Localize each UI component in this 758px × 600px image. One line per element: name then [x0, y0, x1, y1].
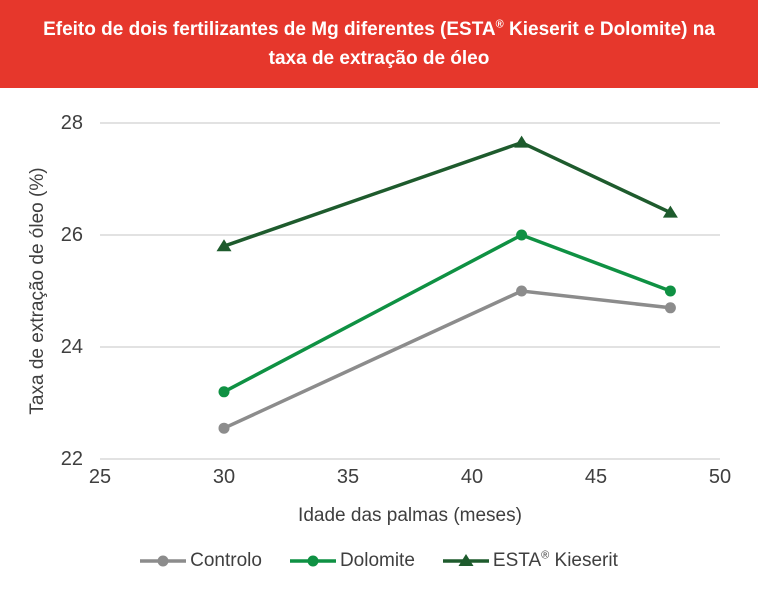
data-point-marker [664, 302, 676, 314]
x-tick-label: 35 [337, 466, 359, 488]
data-point-marker [216, 239, 232, 252]
legend: Controlo Dolomite ESTA® Kieserit [0, 550, 758, 572]
legend-marker-shape [458, 554, 474, 566]
title-banner: Efeito de dois fertilizantes de Mg difer… [0, 0, 758, 88]
legend-label-esta-kieserit: ESTA® Kieserit [492, 549, 618, 571]
data-point-marker [218, 422, 230, 434]
dolomite-line-circle-icon [289, 555, 336, 567]
legend-item-dolomite: Dolomite [289, 550, 415, 572]
data-point-marker [218, 386, 230, 398]
controlo-line-circle-icon [140, 555, 187, 567]
data-point-marker [514, 135, 530, 148]
x-tick-label: 45 [585, 466, 607, 488]
data-point-marker [664, 285, 676, 297]
y-tick-label: 22 [61, 448, 83, 470]
esta-kieserit-line-triangle-icon [442, 554, 489, 566]
x-tick-label: 30 [213, 466, 235, 488]
x-axis-label: Idade das palmas (meses) [298, 505, 522, 526]
legend-label-dolomite: Dolomite [339, 550, 415, 571]
data-point-marker [516, 229, 528, 241]
x-tick-label: 25 [89, 466, 111, 488]
legend-marker-shape [307, 555, 319, 567]
y-axis-label: Taxa de extração de óleo (%) [27, 167, 48, 415]
legend-item-esta-kieserit: ESTA® Kieserit [442, 549, 618, 572]
series-line [223, 140, 672, 248]
x-tick-label: 50 [709, 466, 731, 488]
x-tick-label: 40 [461, 466, 483, 488]
data-point-marker [662, 205, 678, 218]
y-tick-label: 24 [61, 336, 83, 358]
series-line [223, 289, 671, 430]
chart-title: Efeito de dois fertilizantes de Mg difer… [43, 18, 715, 69]
y-tick-label: 26 [61, 224, 83, 246]
legend-marker-shape [157, 555, 169, 567]
chart-area: 22 24 26 28 25 30 35 40 45 50 Taxa de extração de… [0, 88, 758, 600]
data-point-marker [516, 285, 528, 297]
legend-item-controlo: Controlo [140, 550, 262, 572]
legend-label-controlo: Controlo [190, 550, 262, 571]
line-chart-plot: 22 24 26 28 25 30 35 40 45 50 [61, 112, 731, 488]
y-tick-label: 28 [61, 112, 83, 134]
series-line [223, 233, 672, 394]
